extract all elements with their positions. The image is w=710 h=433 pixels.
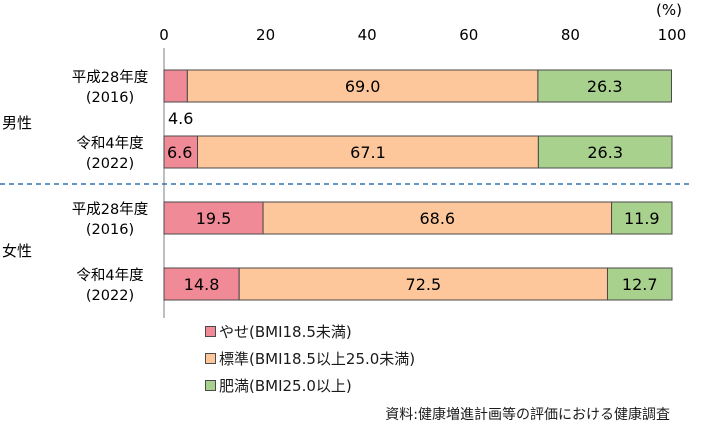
bar-segment-himan [606,267,673,301]
category-label-year: (2016) [86,90,134,106]
legend-swatch-yase [205,326,216,337]
legend-swatch-hyojun [205,353,216,364]
bar-segment-hyojun [238,267,608,301]
bar-segment-hyojun [262,201,613,235]
data-label-yase: 6.6 [167,143,192,162]
bar-segment-himan [537,69,672,103]
bar-segment-hyojun [186,69,539,103]
category-label-period: 令和4年度 [76,267,143,284]
x-tick-label: 0 [159,26,169,44]
category-label-year: (2022) [86,156,134,172]
category-label-year: (2022) [86,288,134,304]
bar-segment-himan [537,135,673,169]
data-label-hyojun: 68.6 [419,209,455,228]
data-label-himan: 26.3 [587,77,623,96]
data-label-himan: 26.3 [587,143,623,162]
category-label-year: (2016) [86,222,134,238]
data-label-yase: 14.8 [184,275,220,294]
bar-segment-himan [611,201,673,235]
data-label-hyojun: 69.0 [345,77,381,96]
data-label-hyojun: 72.5 [406,275,442,294]
legend-item-hyojun: 標準(BMI18.5以上25.0未満) [205,345,415,372]
legend-swatch-himan [205,380,216,391]
category-label-period: 平成28年度 [72,69,148,86]
data-label-yase: 19.5 [196,209,232,228]
data-label-himan: 11.9 [624,209,660,228]
unit-label: (%) [656,1,682,19]
data-label-himan: 12.7 [622,275,658,294]
group-label: 男性 [2,114,32,132]
bar-segment-yase [163,135,199,169]
data-label-hyojun: 67.1 [350,143,386,162]
legend-label-yase: やせ(BMI18.5未満) [219,323,352,341]
source-note: 資料:健康増進計画等の評価における健康調査 [385,407,670,423]
legend: やせ(BMI18.5未満) 標準(BMI18.5以上25.0未満) 肥満(BMI… [205,318,415,399]
legend-label-hyojun: 標準(BMI18.5以上25.0未満) [219,350,416,368]
x-tick-label: 100 [658,26,687,44]
x-tick-label: 20 [256,26,275,44]
group-label: 女性 [2,242,32,260]
legend-label-himan: 肥満(BMI25.0以上) [219,377,352,395]
legend-item-yase: やせ(BMI18.5未満) [205,318,415,345]
bar-segment-hyojun [197,135,539,169]
bar-segment-yase [163,267,240,301]
legend-item-himan: 肥満(BMI25.0以上) [205,372,415,399]
category-label-period: 平成28年度 [72,201,148,218]
x-tick-label: 80 [561,26,580,44]
x-tick-label: 60 [459,26,478,44]
bar-segment-yase [163,69,188,103]
category-label-period: 令和4年度 [76,135,143,152]
data-label-yase: 4.6 [168,109,193,128]
x-tick-label: 40 [358,26,377,44]
